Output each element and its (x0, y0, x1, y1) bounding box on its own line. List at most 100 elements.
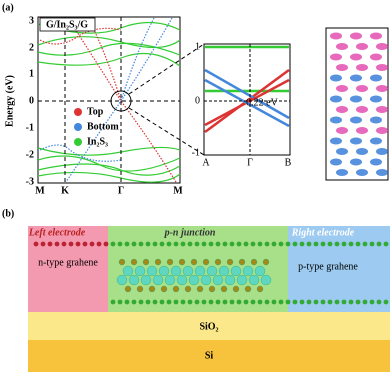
panel-label: (b) (2, 208, 14, 219)
carbon-atom (285, 241, 291, 247)
carbon-atom (292, 299, 298, 305)
carbon-atom (89, 241, 95, 247)
carbon-atom (173, 299, 179, 305)
carbon-atom (257, 299, 263, 305)
carbon-atom (166, 299, 172, 305)
carbon-atom (313, 241, 319, 247)
atom (208, 285, 216, 293)
density-blob (336, 169, 348, 176)
carbon-atom (285, 299, 291, 305)
path-shape (37, 163, 181, 176)
atom (250, 258, 258, 266)
atom (220, 285, 228, 293)
carbon-atom (278, 241, 284, 247)
carbon-atom (68, 241, 74, 247)
carbon-atom (250, 241, 256, 247)
atom (218, 265, 230, 277)
density-blob (376, 169, 388, 176)
x-tick-label: K (61, 185, 69, 196)
density-blob (356, 148, 368, 155)
atom (182, 265, 194, 277)
atom (178, 258, 186, 266)
density-blob (350, 53, 362, 61)
line-shape (128, 43, 205, 95)
carbon-atom (264, 241, 270, 247)
density-blob (336, 85, 348, 92)
carbon-atom (278, 299, 284, 305)
panel-label: (a) (2, 2, 14, 13)
density-blob (350, 158, 362, 166)
legend-marker (74, 138, 82, 146)
x-tick-label: A (202, 157, 210, 168)
carbon-atom (201, 241, 207, 247)
carbon-atom (236, 241, 242, 247)
atom (242, 265, 254, 277)
density-blob (330, 74, 342, 82)
carbon-atom (159, 299, 165, 305)
carbon-atom (334, 241, 340, 247)
layer-label: Si (205, 350, 214, 361)
annotation: 0.22 eV (246, 97, 278, 108)
region-label: n-type grahene (38, 257, 98, 268)
density-blob (350, 95, 362, 103)
layer-label: SiO₂ (199, 321, 218, 332)
density-blob (336, 106, 348, 113)
carbon-atom (124, 241, 130, 247)
atom (116, 274, 128, 286)
atom (244, 285, 252, 293)
x-tick-label: M (35, 185, 45, 196)
atom (196, 285, 204, 293)
carbon-atom (124, 299, 130, 305)
legend-label: Bottom (87, 121, 119, 132)
legend-marker (74, 123, 82, 131)
carbon-atom (110, 299, 116, 305)
plot-title: G/In₂S₃/G (46, 19, 88, 30)
carbon-atom (313, 299, 319, 305)
density-blob (330, 53, 342, 61)
y-tick-label: -1 (192, 147, 200, 158)
carbon-atom (355, 299, 361, 305)
carbon-atom (215, 241, 221, 247)
atom (236, 274, 248, 286)
y-tick-label: -3 (26, 176, 34, 187)
legend-marker (74, 108, 82, 116)
carbon-atom (271, 241, 277, 247)
carbon-atom (264, 299, 270, 305)
carbon-atom (334, 299, 340, 305)
atom (230, 265, 242, 277)
x-tick-label: Γ (118, 185, 124, 196)
density-blob (356, 169, 368, 176)
density-blob (370, 158, 382, 166)
carbon-atom (341, 241, 347, 247)
carbon-atom (229, 241, 235, 247)
carbon-atom (201, 299, 207, 305)
density-blob (330, 95, 342, 103)
carbon-atom (138, 241, 144, 247)
line-shape (204, 68, 290, 120)
carbon-atom (40, 241, 46, 247)
atom (142, 258, 150, 266)
y-tick-label: 0 (29, 95, 34, 106)
density-blob (350, 74, 362, 82)
rect-shape (288, 226, 390, 312)
rect-shape (39, 17, 96, 32)
atom (256, 285, 264, 293)
density-blob (376, 64, 388, 71)
atom (238, 258, 246, 266)
density-blob (330, 137, 342, 145)
carbon-atom (362, 241, 368, 247)
carbon-atom (138, 299, 144, 305)
g-shape (38, 17, 180, 183)
carbon-atom (187, 299, 193, 305)
density-blob (370, 74, 382, 82)
carbon-atom (320, 241, 326, 247)
carbon-atom (194, 241, 200, 247)
g-shape (330, 32, 388, 176)
atom (184, 285, 192, 293)
path-shape (87, 17, 122, 102)
carbon-atom (152, 299, 158, 305)
path-shape (37, 52, 181, 67)
carbon-atom (376, 241, 382, 247)
density-blob (370, 137, 382, 145)
